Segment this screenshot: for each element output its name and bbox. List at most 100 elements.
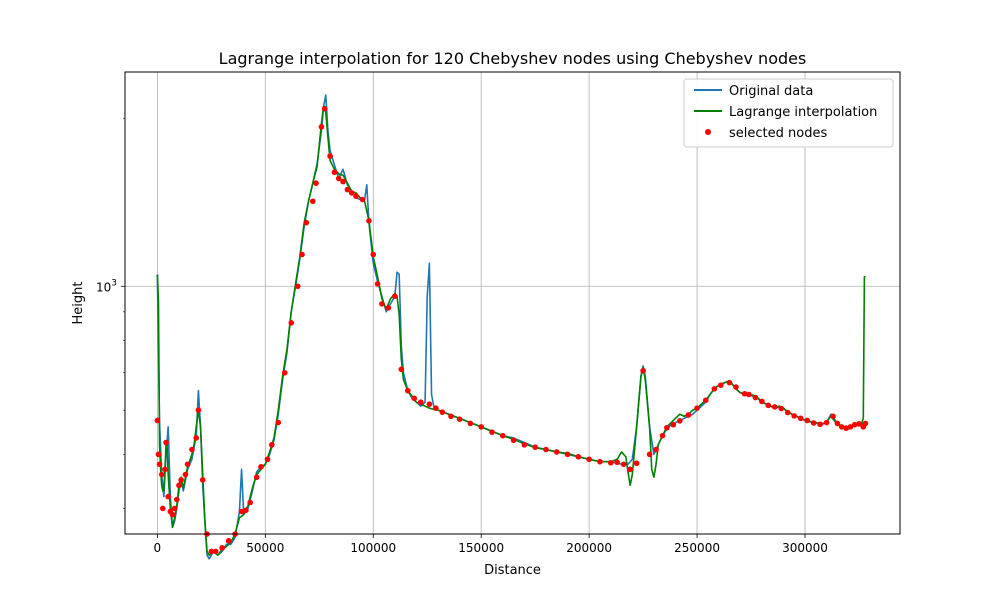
selected-node-point [374, 281, 381, 287]
selected-node-point [208, 548, 215, 555]
selected-node-point [327, 153, 333, 159]
selected-node-point [765, 402, 772, 409]
selected-node-point [155, 451, 162, 458]
selected-node-point [171, 505, 178, 512]
selected-node-point [817, 421, 823, 428]
series-line-1 [156, 105, 866, 556]
y-axis-label: Height [71, 282, 86, 325]
selected-node-point [586, 456, 592, 463]
selected-node-point [499, 432, 506, 439]
selected-node-point [154, 417, 161, 424]
selected-node-point [299, 251, 305, 258]
chart-title: Lagrange interpolation for 120 Chebyshev… [219, 49, 807, 68]
selected-node-point [791, 413, 798, 419]
selected-node-point [385, 305, 392, 311]
selected-node-point [303, 219, 310, 226]
selected-node-point [862, 420, 869, 427]
x-tick-label: 300000 [782, 541, 828, 555]
selected-node-point [243, 507, 249, 514]
selected-node-point [189, 446, 195, 453]
selected-node-point [467, 420, 474, 427]
selected-node-point [694, 405, 700, 411]
selected-node-point [741, 390, 748, 397]
selected-node-point [348, 190, 355, 196]
selected-node-point [193, 435, 200, 441]
selected-node-point [176, 482, 182, 489]
selected-node-point [448, 413, 454, 420]
legend-label-nodes: selected nodes [729, 126, 827, 141]
selected-node-point [156, 461, 163, 468]
x-tick-label: 50000 [246, 541, 284, 555]
legend-label-original: Original data [729, 84, 813, 99]
y-tick-label: 103 [96, 278, 117, 294]
selected-node-point [456, 416, 463, 423]
selected-node-point [702, 397, 709, 404]
selected-node-point [433, 405, 439, 411]
selected-node-point [620, 461, 627, 468]
x-axis-label: Distance [484, 563, 541, 578]
x-tick-label: 250000 [674, 541, 720, 555]
x-tick-label: 150000 [458, 541, 504, 555]
selected-node-point [575, 453, 582, 460]
selected-node-point [627, 466, 633, 473]
selected-node-point [834, 420, 841, 427]
axis-layer: 0 50000 100000 150000 200000 250000 300000 103 [96, 117, 828, 555]
selected-node-point [823, 419, 830, 426]
selected-node-point [294, 283, 301, 290]
selected-node-point [158, 471, 165, 478]
selected-node-point [633, 460, 640, 467]
selected-node-point [843, 425, 849, 431]
selected-node-point [564, 451, 571, 458]
selected-node-point [771, 404, 778, 410]
selected-node-point [264, 456, 271, 463]
selected-node-point [258, 463, 264, 470]
selected-node-point [178, 477, 184, 483]
selected-node-point [310, 198, 316, 205]
selected-node-point [804, 417, 810, 424]
selected-node-point [532, 444, 538, 450]
grid-layer [125, 72, 900, 534]
legend-swatch-nodes [705, 129, 711, 135]
selected-node-point [253, 474, 260, 481]
selected-node-point [646, 451, 653, 458]
selected-node-point [553, 449, 560, 455]
legend: Original data Lagrange interpolation sel… [683, 78, 894, 148]
x-tick-label: 0 [154, 541, 162, 555]
selected-node-point [733, 384, 739, 390]
selected-node-point [759, 398, 765, 405]
selected-node-point [411, 395, 418, 402]
selected-node-point [288, 320, 295, 326]
selected-node-point [797, 415, 804, 422]
selected-node-point [718, 382, 724, 389]
selected-node-point [182, 471, 189, 478]
selected-node-point [677, 418, 683, 424]
selected-node-point [184, 461, 191, 468]
selected-node-point [830, 413, 836, 420]
selected-node-point [313, 180, 319, 186]
selected-node-point [746, 391, 752, 398]
legend-label-lagrange: Lagrange interpolation [729, 105, 877, 120]
selected-node-point [344, 186, 351, 193]
selected-node-point [670, 421, 677, 428]
selected-node-point [653, 446, 659, 453]
selected-node-point [340, 178, 346, 185]
selected-node-point [359, 196, 366, 203]
selected-node-point [778, 405, 785, 412]
selected-node-point [439, 409, 446, 415]
selected-node-point [247, 499, 254, 506]
selected-node-point [664, 424, 670, 431]
plot-frame [124, 71, 901, 535]
x-tick-label: 200000 [566, 541, 612, 555]
selected-node-point [366, 218, 372, 224]
selected-node-point [321, 105, 328, 112]
selected-node-point [784, 409, 791, 416]
selected-node-point [711, 386, 718, 392]
selected-node-point [370, 251, 377, 258]
selected-node-point [726, 379, 733, 386]
selected-node-point [238, 508, 245, 515]
selected-node-point [165, 493, 171, 500]
selected-node-point [607, 459, 614, 466]
selected-node-point [275, 419, 282, 426]
selected-node-point [856, 421, 862, 427]
